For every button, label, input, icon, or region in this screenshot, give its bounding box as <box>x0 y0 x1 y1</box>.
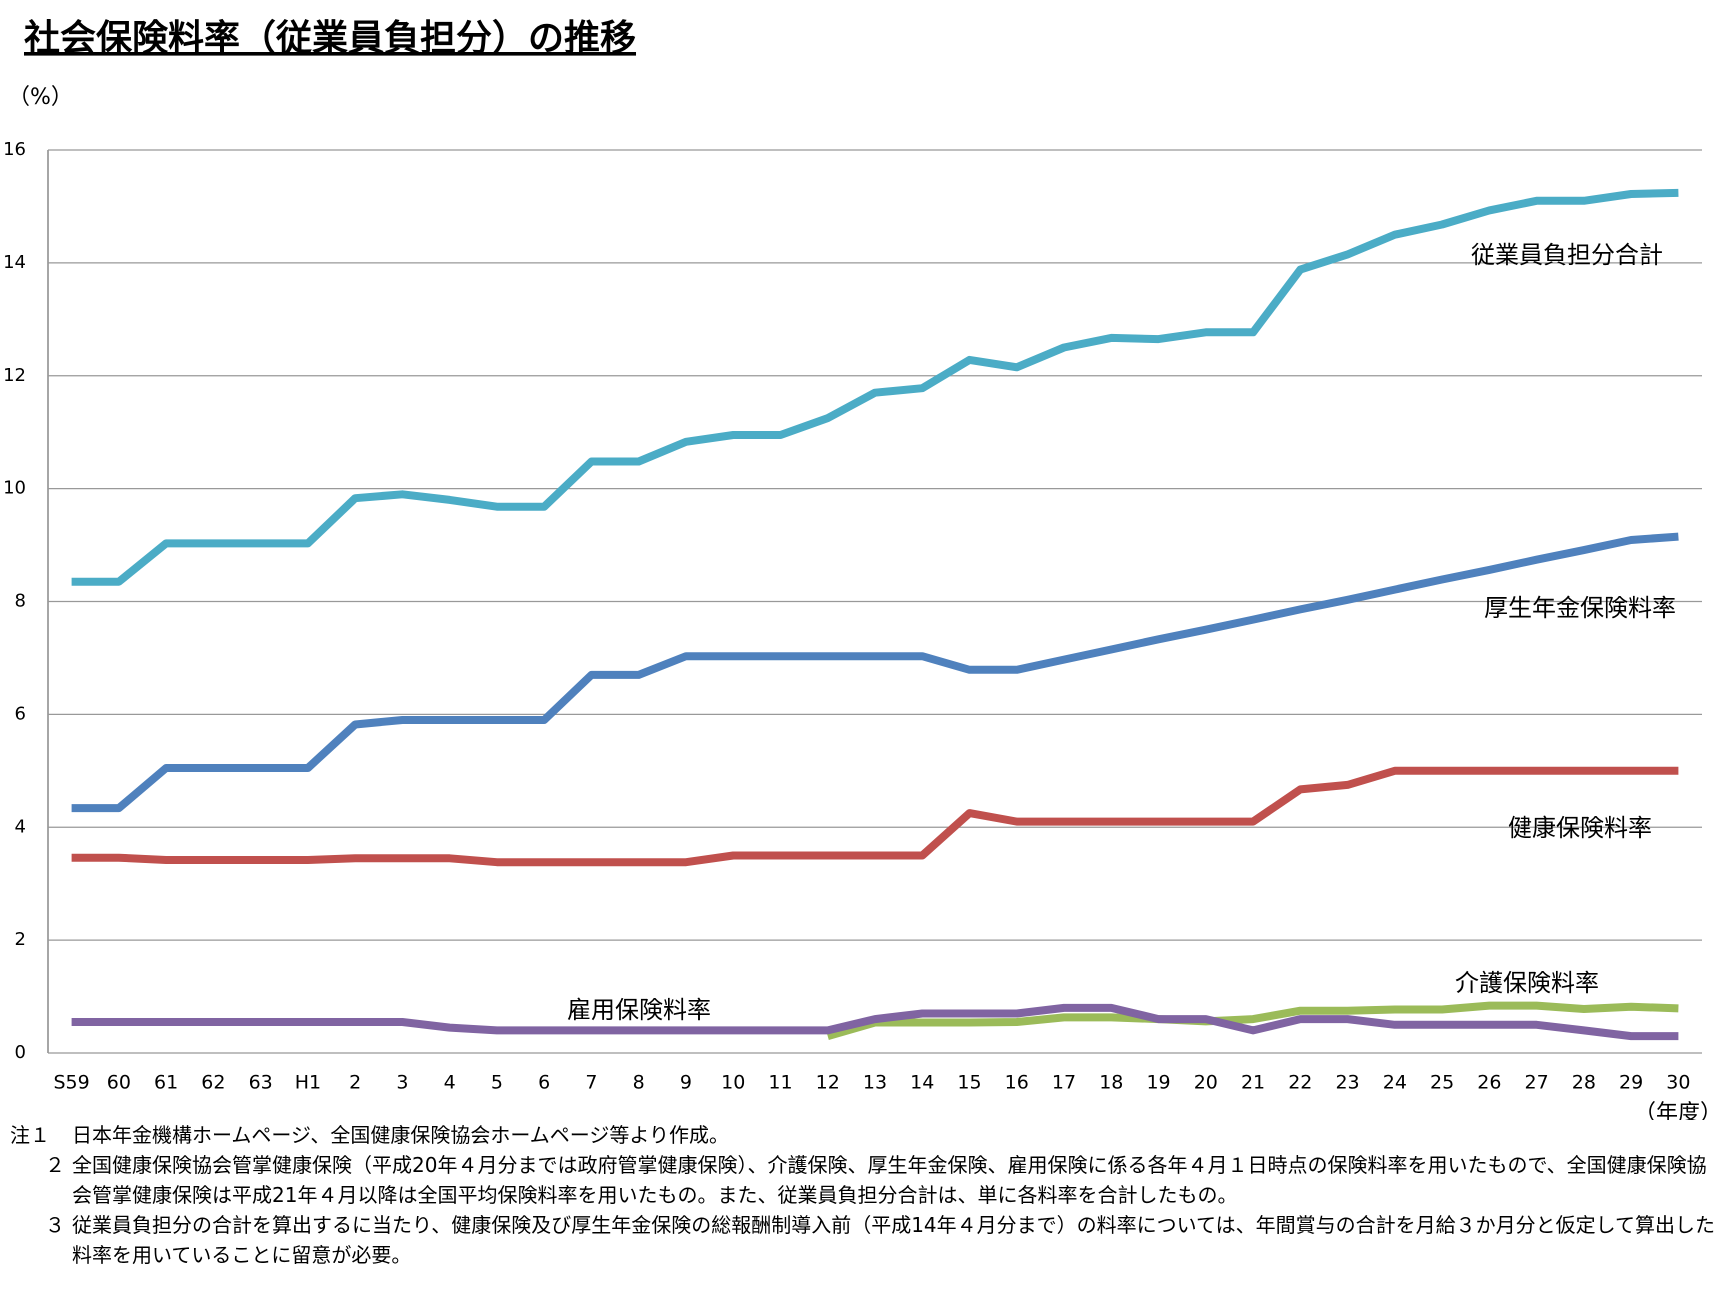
note-number: 注１ <box>10 1123 50 1147</box>
note-text: 日本年金機構ホームページ、全国健康保険協会ホームページ等より作成。 <box>72 1123 729 1147</box>
x-tick-label: 5 <box>491 1072 503 1094</box>
x-tick-label: 11 <box>768 1072 792 1094</box>
series-line <box>71 188 1679 586</box>
note: 注１ 日本年金機構ホームページ、全国健康保険協会ホームページ等より作成。 <box>10 1120 1724 1150</box>
x-tick-label: 27 <box>1525 1072 1549 1094</box>
chart-title: 社会保険料率（従業員負担分）の推移 <box>24 18 636 59</box>
y-tick-label: 8 <box>15 591 26 612</box>
x-tick-label: 18 <box>1099 1072 1123 1094</box>
x-tick-label: 9 <box>680 1072 692 1094</box>
x-tick-label: 17 <box>1052 1072 1076 1094</box>
note: ３ 従業員負担分の合計を算出するに当たり、健康保険及び厚生年金保険の総報酬制導入前… <box>10 1210 1724 1270</box>
x-tick-label: 8 <box>633 1072 645 1094</box>
note-text: 全国健康保険協会管掌健康保険（平成20年４月分までは政府管掌健康保険）、介護保険… <box>72 1153 1707 1207</box>
x-tick-label: 15 <box>957 1072 981 1094</box>
x-tick-label: 12 <box>816 1072 840 1094</box>
chart: 社会保険料率（従業員負担分）の推移 （%） （年度） 0246810121416… <box>3 18 1722 1120</box>
x-tick-label: 62 <box>201 1072 225 1094</box>
series-label: 従業員負担分合計 <box>1471 241 1663 269</box>
series-line <box>826 1001 1679 1040</box>
note: ２ 全国健康保険協会管掌健康保険（平成20年４月分までは政府管掌健康保険）、介護保… <box>10 1150 1724 1210</box>
x-tick-label: 29 <box>1619 1072 1643 1094</box>
x-tick-label: 14 <box>910 1072 934 1094</box>
x-tick-label: 4 <box>444 1072 456 1094</box>
x-tick-label: 24 <box>1383 1072 1407 1094</box>
x-tick-label: 63 <box>249 1072 273 1094</box>
x-tick-label: 30 <box>1666 1072 1690 1094</box>
x-tick-label: 2 <box>349 1072 361 1094</box>
series-label: 雇用保険料率 <box>567 996 711 1024</box>
y-tick-label: 12 <box>3 365 26 386</box>
note-text: 従業員負担分の合計を算出するに当たり、健康保険及び厚生年金保険の総報酬制導入前（… <box>72 1213 1716 1267</box>
x-axis-label: （年度） <box>1634 1101 1722 1120</box>
y-tick-label: 0 <box>15 1042 26 1063</box>
x-tick-label: 3 <box>396 1072 408 1094</box>
x-tick-label: 23 <box>1335 1072 1359 1094</box>
x-tick-label: 25 <box>1430 1072 1454 1094</box>
x-tick-label: 13 <box>863 1072 887 1094</box>
series-label: 介護保険料率 <box>1455 969 1599 997</box>
x-tick-label: 7 <box>585 1072 597 1094</box>
series-line <box>71 532 1679 813</box>
x-tick-label: 16 <box>1005 1072 1029 1094</box>
x-tick-label: 10 <box>721 1072 745 1094</box>
series-line <box>71 1003 1679 1041</box>
x-tick-label: S59 <box>54 1072 90 1094</box>
y-tick-label: 14 <box>3 252 26 273</box>
x-tick-label: H1 <box>295 1072 321 1094</box>
x-tick-label: 26 <box>1477 1072 1501 1094</box>
x-tick-label: 6 <box>538 1072 550 1094</box>
y-tick-label: 10 <box>3 478 26 499</box>
x-tick-label: 22 <box>1288 1072 1312 1094</box>
series-line <box>71 766 1679 867</box>
x-tick-label: 20 <box>1194 1072 1218 1094</box>
x-tick-label: 60 <box>107 1072 131 1094</box>
note-number: ３ <box>45 1213 65 1237</box>
series-label: 厚生年金保険料率 <box>1484 594 1676 622</box>
x-tick-label: 28 <box>1572 1072 1596 1094</box>
x-tick-label: 61 <box>154 1072 178 1094</box>
x-tick-label: 19 <box>1146 1072 1170 1094</box>
y-axis-label: （%） <box>8 85 73 110</box>
y-tick-label: 4 <box>15 816 26 837</box>
note-number: ２ <box>45 1153 65 1177</box>
y-tick-label: 16 <box>3 139 26 160</box>
series-label: 健康保険料率 <box>1508 814 1652 842</box>
y-tick-label: 2 <box>15 929 26 950</box>
x-tick-label: 21 <box>1241 1072 1265 1094</box>
notes: 注１ 日本年金機構ホームページ、全国健康保険協会ホームページ等より作成。 ２ 全国健康… <box>10 1120 1724 1270</box>
y-tick-label: 6 <box>15 703 26 724</box>
